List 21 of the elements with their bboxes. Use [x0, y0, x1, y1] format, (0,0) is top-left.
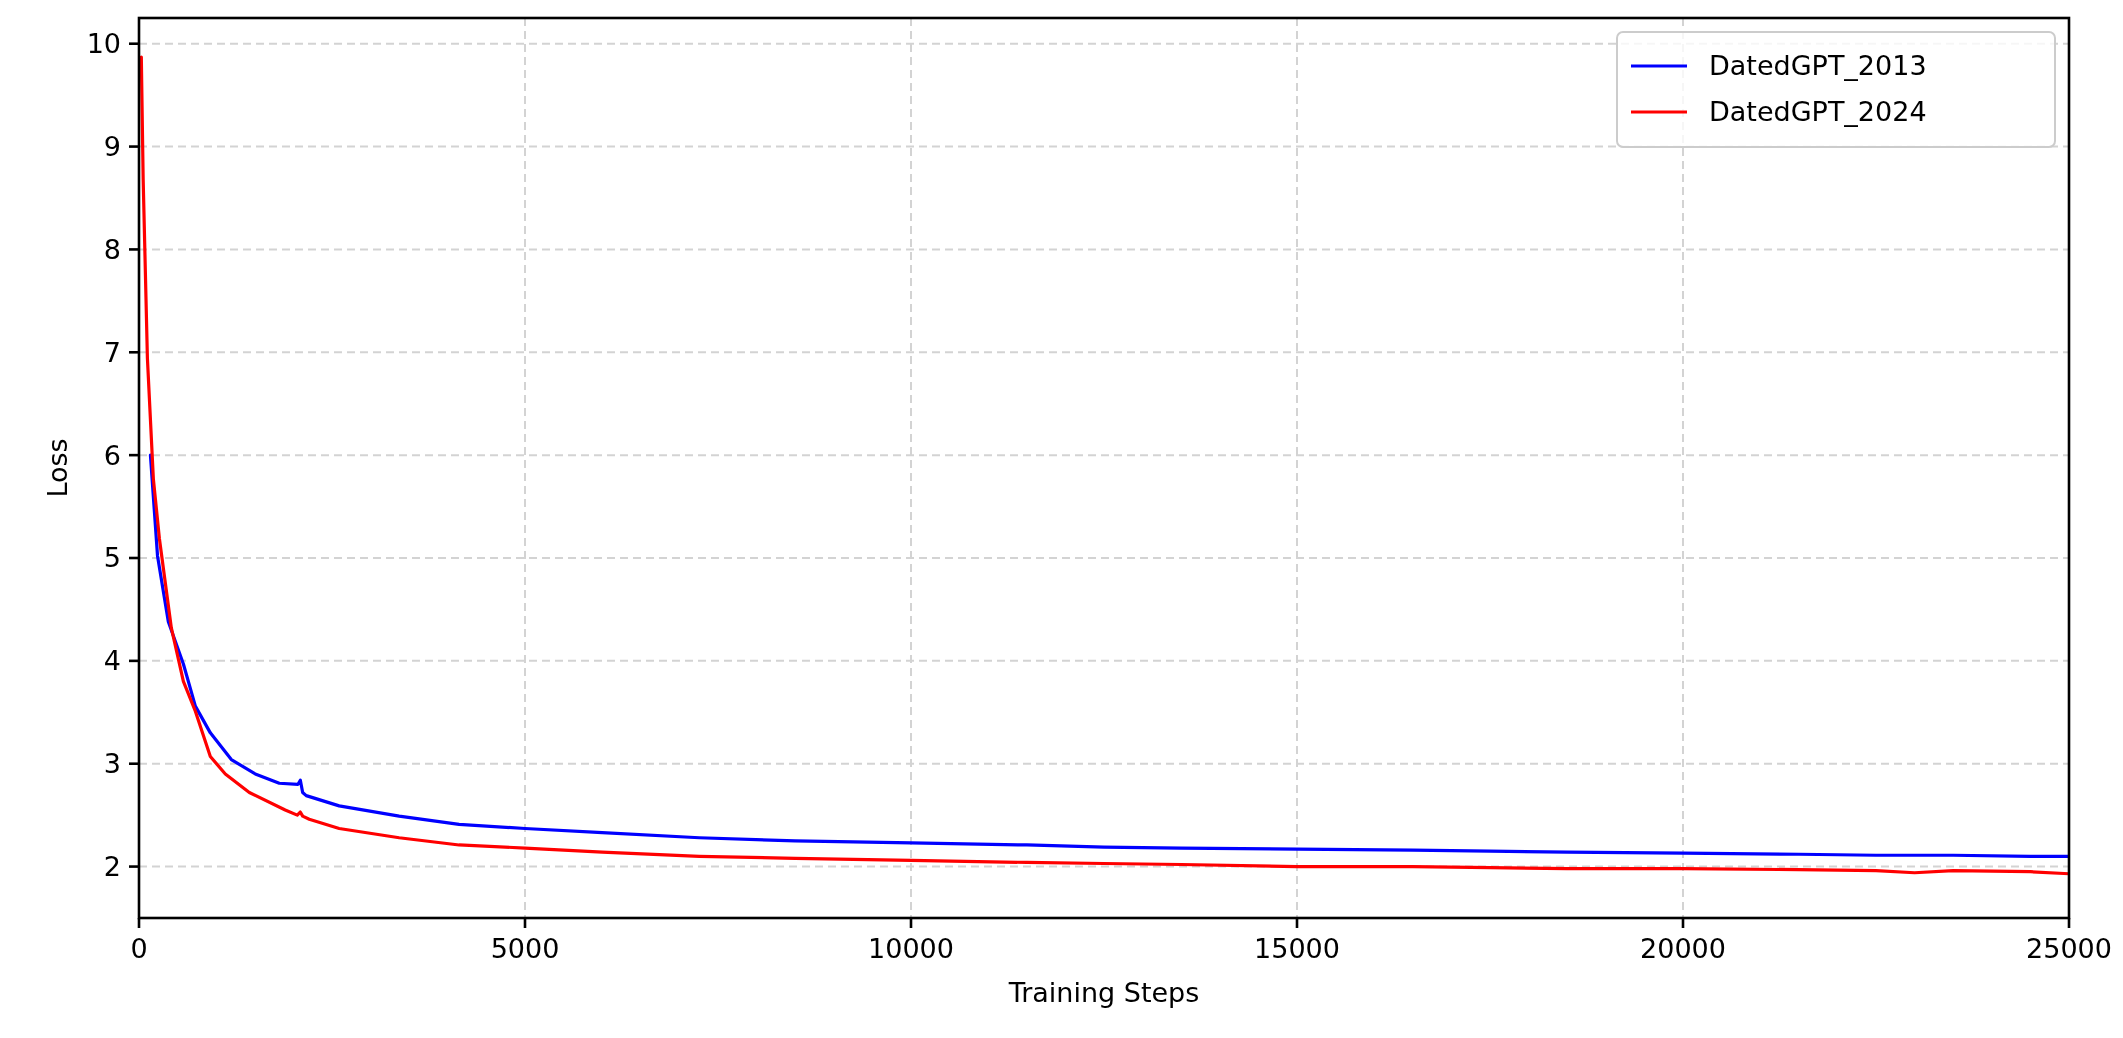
y-tick-label: 5: [103, 542, 121, 574]
x-tick-label: 0: [130, 933, 148, 964]
y-tick-label: 8: [103, 233, 121, 265]
y-tick-label: 2: [103, 851, 121, 883]
legend-label: DatedGPT_2024: [1709, 96, 1927, 128]
y-tick-label: 6: [103, 439, 121, 471]
line-series: [139, 55, 2069, 876]
y-tick-label: 10: [86, 28, 121, 60]
line-series: [148, 453, 2069, 858]
x-axis-title: Training Steps: [1007, 977, 1200, 1008]
y-axis-title: Loss: [42, 438, 73, 498]
x-tick-label: 5000: [490, 933, 560, 964]
legend-label: DatedGPT_2013: [1709, 50, 1927, 82]
y-tick-label: 7: [103, 336, 121, 368]
y-tick-label: 9: [103, 131, 121, 163]
y-tick-label: 3: [103, 748, 121, 780]
x-tick-label: 20000: [1640, 933, 1726, 964]
x-tick-label: 25000: [2026, 933, 2112, 964]
y-tick-label: 4: [103, 645, 121, 677]
x-tick-label: 10000: [868, 933, 954, 964]
x-tick-label: 15000: [1254, 933, 1340, 964]
